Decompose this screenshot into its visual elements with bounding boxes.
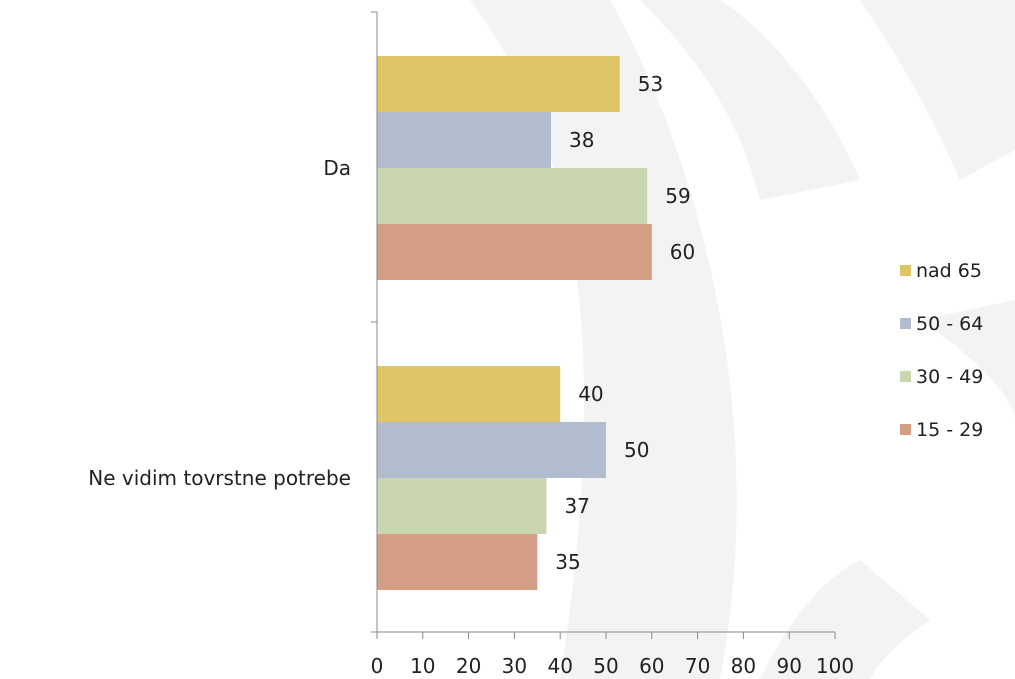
legend-swatch	[900, 318, 911, 329]
legend-label: 50 - 64	[916, 312, 984, 335]
legend-label: nad 65	[916, 259, 982, 282]
data-label: 40	[578, 382, 603, 406]
legend: nad 65 50 - 64 30 - 49 15 - 29	[900, 258, 983, 442]
x-tick-label: 70	[685, 654, 710, 678]
background-watermark	[470, 0, 1015, 679]
legend-label: 15 - 29	[916, 418, 984, 441]
data-label: 35	[555, 550, 580, 574]
category-label: Da	[323, 156, 351, 180]
data-label: 37	[564, 494, 589, 518]
x-tick-label: 90	[776, 654, 801, 678]
x-tick-label: 40	[547, 654, 572, 678]
bar-15-29-0	[377, 224, 652, 280]
x-tick-label: 100	[816, 654, 854, 678]
legend-swatch	[900, 424, 911, 435]
bar-30-49-0	[377, 168, 648, 224]
data-label: 50	[624, 438, 649, 462]
legend-item: 50 - 64	[900, 311, 983, 336]
category-label: Ne vidim tovrstne potrebe	[88, 466, 351, 490]
x-tick-label: 50	[593, 654, 618, 678]
legend-item: nad 65	[900, 258, 983, 283]
legend-label: 30 - 49	[916, 365, 984, 388]
data-label: 59	[665, 184, 690, 208]
bar-30-49-1	[377, 478, 547, 534]
x-tick-label: 20	[456, 654, 481, 678]
x-tick-label: 0	[371, 654, 384, 678]
bar-15-29-1	[377, 534, 538, 590]
bar-nad65-0	[377, 56, 620, 112]
bar-50-64-0	[377, 112, 552, 168]
x-tick-label: 60	[639, 654, 664, 678]
legend-swatch	[900, 371, 911, 382]
data-label: 53	[638, 72, 663, 96]
data-label: 60	[670, 240, 695, 264]
bar-50-64-1	[377, 422, 606, 478]
x-tick-label: 10	[410, 654, 435, 678]
data-label: 38	[569, 128, 594, 152]
x-tick-label: 30	[502, 654, 527, 678]
plot-area: 53 38 59 60 Da 40 50 37 35 Ne vidim tovrstne potr…	[88, 11, 854, 678]
legend-item: 30 - 49	[900, 364, 983, 389]
legend-item: 15 - 29	[900, 417, 983, 442]
legend-swatch	[900, 265, 911, 276]
x-tick-label: 80	[731, 654, 756, 678]
bar-nad65-1	[377, 366, 561, 422]
